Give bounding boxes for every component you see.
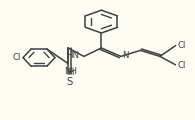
Text: Cl: Cl [177, 41, 185, 49]
Text: Cl: Cl [13, 53, 21, 62]
Text: H: H [67, 68, 74, 77]
Text: NH: NH [64, 67, 77, 76]
Text: HN: HN [66, 51, 79, 60]
Text: Cl: Cl [177, 61, 185, 70]
Text: S: S [66, 77, 72, 87]
Text: N: N [122, 51, 128, 60]
